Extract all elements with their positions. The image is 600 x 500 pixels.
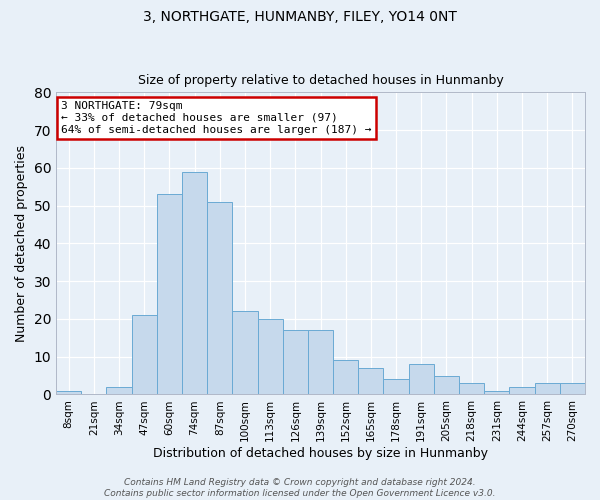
Bar: [308, 330, 333, 394]
Bar: [283, 330, 308, 394]
Bar: [560, 383, 585, 394]
Y-axis label: Number of detached properties: Number of detached properties: [15, 145, 28, 342]
Bar: [182, 172, 207, 394]
Bar: [232, 312, 257, 394]
Text: Contains HM Land Registry data © Crown copyright and database right 2024.
Contai: Contains HM Land Registry data © Crown c…: [104, 478, 496, 498]
Bar: [535, 383, 560, 394]
Bar: [131, 315, 157, 394]
Text: 3, NORTHGATE, HUNMANBY, FILEY, YO14 0NT: 3, NORTHGATE, HUNMANBY, FILEY, YO14 0NT: [143, 10, 457, 24]
Bar: [383, 380, 409, 394]
Bar: [484, 390, 509, 394]
Bar: [434, 376, 459, 394]
Title: Size of property relative to detached houses in Hunmanby: Size of property relative to detached ho…: [137, 74, 503, 87]
Bar: [157, 194, 182, 394]
Bar: [56, 390, 81, 394]
Bar: [207, 202, 232, 394]
Bar: [358, 368, 383, 394]
Text: 3 NORTHGATE: 79sqm
← 33% of detached houses are smaller (97)
64% of semi-detache: 3 NORTHGATE: 79sqm ← 33% of detached hou…: [61, 102, 372, 134]
Bar: [459, 383, 484, 394]
Bar: [106, 387, 131, 394]
Bar: [333, 360, 358, 394]
Bar: [257, 319, 283, 394]
Bar: [409, 364, 434, 394]
X-axis label: Distribution of detached houses by size in Hunmanby: Distribution of detached houses by size …: [153, 447, 488, 460]
Bar: [509, 387, 535, 394]
